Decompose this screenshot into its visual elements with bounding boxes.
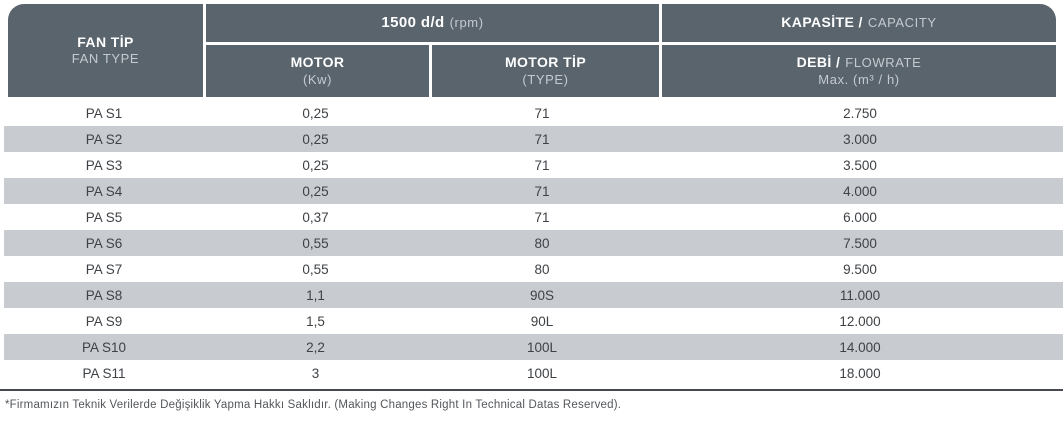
fan-type-cell: PA S7: [85, 261, 123, 277]
flowrate-cell: 3.500: [843, 157, 877, 173]
motor-kw-cell: 0,25: [302, 105, 329, 121]
motor-type-cell: 80: [534, 235, 550, 251]
fan-type-cell: PA S8: [85, 287, 123, 303]
fan-type-cell: PA S4: [85, 183, 123, 199]
motor-kw-subtitle: (Kw): [302, 71, 333, 87]
motor-kw-cell: 0,25: [302, 157, 329, 173]
table-row: PA S6 0,55 80 7.500: [4, 230, 1063, 256]
capacity-subtitle: CAPACITY: [867, 14, 937, 30]
motor-type-cell: 100L: [526, 365, 558, 381]
motor-kw-cell: 1,5: [306, 313, 325, 329]
fan-type-cell: PA S2: [85, 131, 123, 147]
motor-type-cell: 71: [534, 209, 550, 225]
table-row: PA S4 0,25 71 4.000: [4, 178, 1063, 204]
fan-type-title: FAN TİP: [77, 33, 134, 50]
motor-kw-cell: 0,55: [302, 261, 329, 277]
flowrate-cell: 2.750: [843, 105, 877, 121]
table-row: PA S1 0,25 71 2.750: [4, 100, 1063, 126]
motor-type-cell: 90L: [530, 313, 554, 329]
flowrate-cell: 7.500: [843, 235, 877, 251]
fan-type-cell: PA S6: [85, 235, 123, 251]
motor-kw-cell: 1,1: [306, 287, 325, 303]
table-row: PA S8 1,1 90S 11.000: [4, 282, 1063, 308]
table-row: PA S11 3 100L 18.000: [4, 360, 1063, 386]
flowrate-header-cell: DEBİ / FLOWRATE Max. (m³ / h): [662, 45, 1056, 97]
table-row: PA S2 0,25 71 3.000: [4, 126, 1063, 152]
flowrate-cell: 9.500: [843, 261, 877, 277]
flowrate-cell: 6.000: [843, 209, 877, 225]
flowrate-cell: 18.000: [839, 365, 881, 381]
motor-type-cell: 100L: [526, 339, 558, 355]
flowrate-title-en: FLOWRATE: [845, 55, 922, 71]
motor-type-cell: 80: [534, 261, 550, 277]
motor-type-cell: 71: [534, 183, 550, 199]
motor-type-title: MOTOR TİP: [504, 54, 587, 71]
motor-kw-cell: 2,2: [306, 339, 325, 355]
rpm-group-header-cell: 1500 d/d (rpm): [206, 4, 659, 42]
fan-type-cell: PA S9: [85, 313, 123, 329]
table-row: PA S5 0,37 71 6.000: [4, 204, 1063, 230]
flowrate-unit: Max. (m³ / h): [818, 71, 900, 87]
motor-type-header-cell: MOTOR TİP (TYPE): [432, 45, 659, 97]
motor-kw-cell: 0,25: [302, 183, 329, 199]
rpm-title: 1500 d/d: [381, 13, 445, 31]
table-row: PA S7 0,55 80 9.500: [4, 256, 1063, 282]
flowrate-cell: 4.000: [843, 183, 877, 199]
flowrate-cell: 12.000: [839, 313, 881, 329]
motor-type-cell: 90S: [529, 287, 555, 303]
fan-type-cell: PA S11: [82, 365, 126, 381]
motor-kw-cell: 3: [311, 365, 320, 381]
motor-kw-cell: 0,25: [302, 131, 329, 147]
motor-type-subtitle: (TYPE): [522, 71, 569, 87]
fan-type-cell: PA S10: [81, 339, 127, 355]
rpm-unit: (rpm): [449, 14, 484, 30]
flowrate-cell: 11.000: [839, 287, 881, 303]
motor-kw-header-cell: MOTOR (Kw): [206, 45, 429, 97]
motor-kw-cell: 0,37: [302, 209, 329, 225]
fan-type-subtitle: FAN TYPE: [71, 51, 140, 67]
fan-type-cell: PA S5: [85, 209, 123, 225]
fan-type-cell: PA S3: [85, 157, 123, 173]
capacity-title: KAPASİTE /: [781, 14, 863, 31]
flowrate-cell: 14.000: [839, 339, 881, 355]
fan-type-header-cell: FAN TİP FAN TYPE: [8, 4, 203, 97]
motor-kw-cell: 0,55: [302, 235, 329, 251]
table-row: PA S10 2,2 100L 14.000: [4, 334, 1063, 360]
motor-type-cell: 71: [534, 157, 550, 173]
motor-type-cell: 71: [534, 131, 550, 147]
table-body: PA S1 0,25 71 2.750 PA S2 0,25 71 3.000 PA S3 0,2…: [0, 100, 1063, 386]
motor-kw-title: MOTOR: [290, 54, 345, 71]
flowrate-title: DEBİ /: [796, 54, 841, 71]
flowrate-cell: 3.000: [843, 131, 877, 147]
footnote-divider: [0, 389, 1063, 391]
table-row: PA S3 0,25 71 3.500: [4, 152, 1063, 178]
motor-type-cell: 71: [534, 105, 550, 121]
fan-type-cell: PA S1: [85, 105, 123, 121]
table-row: PA S9 1,5 90L 12.000: [4, 308, 1063, 334]
footnote-text: *Firmamızın Teknik Verilerde Değişiklik …: [5, 399, 622, 411]
capacity-group-header-cell: KAPASİTE / CAPACITY: [662, 4, 1056, 42]
